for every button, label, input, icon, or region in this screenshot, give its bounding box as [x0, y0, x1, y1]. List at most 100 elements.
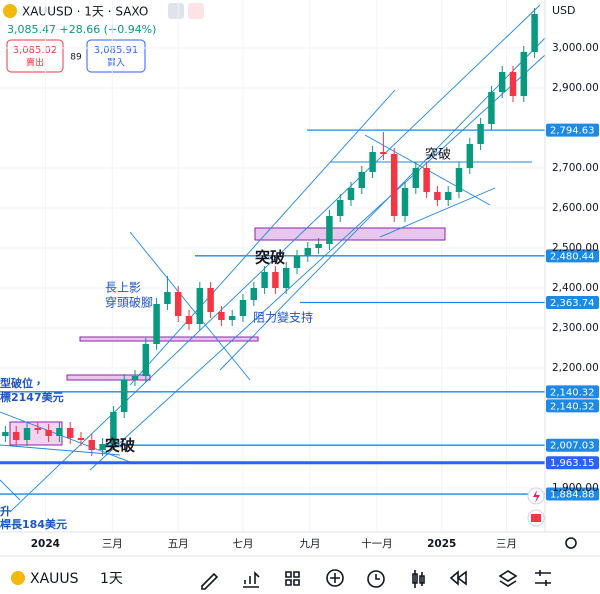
y-tick-label: 2,600.00 — [552, 202, 599, 214]
candle-body — [110, 412, 117, 444]
candle-body — [498, 72, 506, 92]
trendline — [89, 54, 546, 471]
level-tag — [546, 456, 599, 470]
candle-body — [336, 200, 344, 216]
y-tick-label: 2,200.00 — [552, 362, 599, 374]
icon — [375, 574, 380, 580]
zones — [9, 227, 446, 446]
annotation: 突破 — [105, 437, 135, 455]
grid — [0, 0, 545, 532]
symbol-icon — [3, 4, 17, 18]
candle-body — [434, 192, 441, 200]
trendline — [0, 479, 21, 501]
annotation: 穿頭破腳 — [105, 295, 153, 310]
candle-body — [477, 124, 484, 144]
candle-body — [77, 438, 85, 440]
candles — [2, 8, 538, 456]
x-tick-label: 2025 — [427, 538, 456, 550]
candle-body — [45, 430, 52, 436]
alert-tool[interactable] — [367, 570, 385, 588]
candle-body — [326, 216, 333, 244]
candle-body — [390, 154, 398, 216]
level-tag-label: 2,794.63 — [550, 126, 595, 137]
settings-tool[interactable] — [535, 570, 551, 586]
candle-body — [196, 288, 204, 324]
candle-body — [142, 344, 150, 376]
trendline — [9, 4, 541, 513]
candle-body — [272, 272, 279, 288]
trendline — [129, 231, 251, 381]
candle-body — [23, 428, 31, 440]
icon[interactable] — [188, 3, 204, 19]
axes: 1,900.00 2,200.00 2,300.00 2,400.00 2,500.00… — [31, 42, 599, 550]
buy-price: 3,085.91 — [94, 45, 139, 56]
level-tag-label: 2,480.44 — [550, 251, 595, 262]
symbol-icon — [11, 571, 25, 585]
candle-body — [2, 432, 9, 436]
y-tick-label: 2,400.00 — [552, 282, 599, 294]
annotation: 突破 — [255, 249, 285, 267]
candle-body — [401, 188, 409, 216]
chart-type-tool[interactable] — [412, 570, 425, 588]
candle-body — [380, 152, 387, 154]
level-tag — [546, 487, 599, 501]
zone — [79, 336, 259, 342]
candle-body — [455, 168, 463, 192]
buy-label: 買入 — [107, 58, 125, 69]
trendline — [0, 444, 121, 456]
level-tag-label: 1,884.88 — [550, 490, 595, 501]
y-tick-label: 2,300.00 — [552, 322, 599, 334]
toolbar-symbol[interactable]: XAUUS — [30, 571, 79, 587]
candle-body — [369, 152, 376, 172]
trendline — [379, 187, 496, 238]
candle-body — [282, 268, 290, 288]
x-tick-label: 九月 — [299, 538, 320, 550]
symbol-title[interactable]: XAUUSD · 1天 · SAXO — [22, 5, 148, 19]
toolbar-interval[interactable]: 1天 — [100, 571, 123, 587]
trendlines — [0, 4, 546, 513]
candle-body — [509, 72, 517, 96]
level-tag — [546, 438, 599, 452]
candle-body — [174, 292, 182, 316]
level-tag-label: 2,140.32 — [550, 401, 595, 412]
candle-body — [315, 244, 322, 248]
add-tool[interactable] — [326, 569, 344, 587]
candle-body — [207, 288, 214, 312]
level-tag-label: 2,363.74 — [550, 298, 595, 309]
icon — [533, 490, 540, 503]
candle-body — [444, 192, 452, 200]
indicator-tool[interactable] — [243, 571, 260, 588]
y-tick-label: 2,900.00 — [552, 82, 599, 94]
x-tick-label: 三月 — [496, 538, 517, 550]
candle-body — [56, 428, 63, 436]
annotation: 標2147美元 — [0, 390, 64, 404]
y-tick-label: 1,900.00 — [552, 482, 599, 494]
candle-body — [347, 188, 355, 200]
y-tick-label: 2,500.00 — [552, 242, 599, 254]
layers-tool[interactable] — [498, 570, 518, 587]
trendline — [129, 89, 396, 386]
x-tick-label: 2024 — [31, 538, 60, 550]
x-tick-label: 三月 — [102, 538, 123, 550]
icon[interactable] — [168, 3, 184, 19]
level-tag — [546, 123, 599, 137]
quote: 3,085.47 +28.66 (+0.94%) — [7, 23, 156, 36]
x-tick-label: 十一月 — [361, 537, 393, 550]
candle-body — [250, 288, 258, 300]
annotation: 長上影 — [105, 281, 141, 295]
settings-button[interactable] — [565, 537, 577, 549]
candle-body — [34, 428, 42, 430]
candle-body — [164, 292, 171, 304]
x-tick-label: 五月 — [168, 538, 189, 550]
annotation: 桿長184美元 — [0, 517, 67, 531]
candle-body — [99, 444, 106, 450]
candle-body — [66, 428, 74, 438]
candle-body — [88, 440, 96, 450]
level-tag — [546, 296, 599, 310]
candle-body — [412, 168, 420, 188]
replay-tool[interactable] — [449, 570, 467, 586]
draw-tool[interactable] — [201, 572, 219, 590]
candle-body — [488, 92, 495, 124]
layout-tool[interactable] — [285, 571, 300, 586]
